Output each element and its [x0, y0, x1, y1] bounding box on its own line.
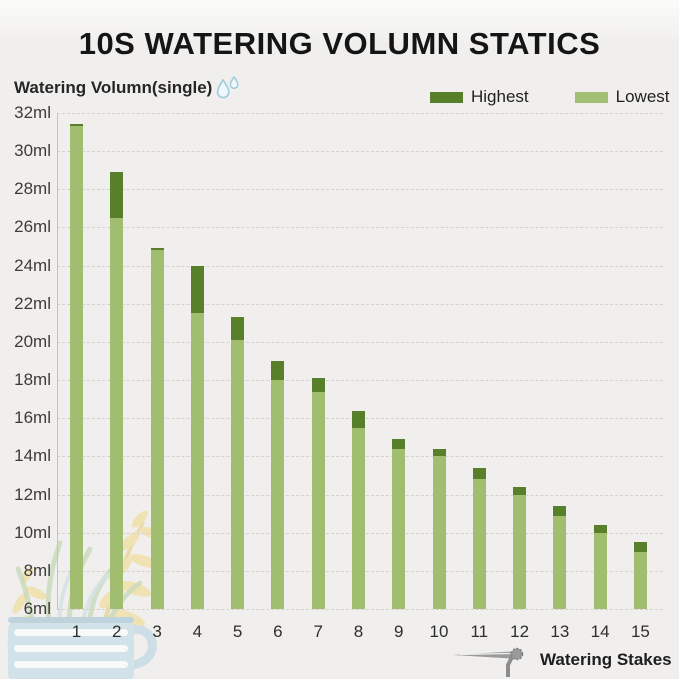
- bar-highest-stake-13: [553, 505, 567, 516]
- x-axis-title-group: Watering Stakes: [452, 641, 672, 679]
- gridline-30ml: [57, 151, 663, 153]
- y-tick-label-24ml: 24ml: [14, 255, 51, 275]
- x-tick-label-9: 9: [394, 622, 404, 641]
- y-tick-label-28ml: 28ml: [14, 179, 51, 199]
- bar-lowest-stake-9: [392, 448, 406, 609]
- bar-lowest-stake-14: [593, 532, 607, 609]
- x-tick-label-12: 12: [510, 622, 530, 641]
- bar-highest-stake-6: [271, 361, 285, 381]
- gridline-24ml: [57, 265, 663, 267]
- legend-swatch-highest: [430, 91, 463, 103]
- bar-lowest-stake-4: [190, 313, 204, 609]
- x-tick-label-5: 5: [232, 622, 243, 641]
- page-title: 10S WATERING VOLUMN STATICS: [78, 26, 601, 61]
- bar-highest-stake-15: [633, 542, 647, 552]
- bar-highest-stake-9: [392, 439, 406, 449]
- gridline-18ml: [57, 380, 663, 382]
- x-tick-label-13: 13: [550, 622, 570, 641]
- legend-item-highest: Highest: [430, 87, 529, 107]
- x-tick-label-10: 10: [429, 622, 449, 641]
- bar-highest-stake-2: [110, 172, 124, 218]
- y-tick-label-26ml: 26ml: [14, 217, 51, 237]
- x-axis-title: Watering Stakes: [540, 650, 672, 669]
- x-tick-label-4: 4: [192, 622, 203, 641]
- y-tick-label-8ml: 8ml: [23, 560, 51, 580]
- bar-lowest-stake-6: [271, 380, 285, 609]
- y-axis-line: [57, 113, 58, 610]
- bar-lowest-stake-10: [432, 456, 446, 609]
- legend-label-lowest: Lowest: [615, 87, 670, 106]
- bar-highest-stake-14: [593, 525, 607, 533]
- y-tick-label-32ml: 32ml: [14, 103, 51, 122]
- bar-lowest-stake-2: [110, 217, 124, 609]
- bar-highest-stake-3: [150, 248, 164, 251]
- bar-highest-stake-1: [70, 124, 83, 127]
- gridline-6ml: [57, 609, 663, 610]
- y-axis-title: Watering Volumn(single): [14, 78, 213, 97]
- bar-highest-stake-8: [351, 410, 365, 428]
- gridline-22ml: [57, 303, 663, 305]
- watering-stake-icon: [453, 647, 524, 677]
- bar-highest-stake-4: [190, 265, 204, 314]
- bar-highest-stake-5: [231, 317, 245, 340]
- bar-highest-stake-12: [513, 486, 527, 495]
- gridline-20ml: [57, 341, 663, 343]
- gridline-32ml: [57, 113, 663, 114]
- x-tick-label-8: 8: [353, 622, 364, 641]
- bar-highest-stake-11: [472, 467, 486, 480]
- legend-item-lowest: Lowest: [574, 87, 670, 107]
- bar-highest-stake-10: [432, 448, 446, 457]
- y-tick-label-6ml: 6ml: [23, 599, 51, 618]
- x-tick-label-14: 14: [590, 622, 610, 641]
- gridline-26ml: [57, 227, 663, 229]
- y-tick-label-18ml: 18ml: [14, 370, 51, 390]
- bar-lowest-stake-15: [633, 551, 647, 609]
- legend: Highest Lowest: [430, 87, 670, 107]
- bar-lowest-stake-12: [513, 494, 527, 609]
- x-tick-label-11: 11: [470, 622, 489, 641]
- y-axis-title-group: Watering Volumn(single): [14, 76, 241, 100]
- x-tick-label-6: 6: [273, 622, 283, 641]
- legend-label-highest: Highest: [471, 87, 529, 106]
- bar-lowest-stake-1: [70, 126, 83, 609]
- x-tick-label-2: 2: [112, 622, 122, 641]
- y-tick-label-16ml: 16ml: [14, 408, 51, 428]
- x-tick-label-1: 1: [71, 622, 82, 641]
- y-tick-label-10ml: 10ml: [14, 522, 51, 542]
- bar-lowest-stake-3: [150, 250, 164, 609]
- legend-swatch-lowest: [574, 91, 608, 103]
- y-tick-label-14ml: 14ml: [14, 446, 51, 466]
- x-tick-label-15: 15: [630, 622, 650, 641]
- y-tick-label-12ml: 12ml: [14, 484, 51, 504]
- bar-lowest-stake-7: [311, 391, 325, 609]
- bar-lowest-stake-11: [472, 479, 486, 609]
- x-tick-label-3: 3: [152, 622, 162, 641]
- bar-lowest-stake-13: [553, 515, 567, 609]
- bar-lowest-stake-8: [351, 427, 365, 609]
- gridline-28ml: [57, 189, 663, 191]
- bar-highest-stake-7: [311, 378, 325, 392]
- water-drops-icon: [217, 76, 239, 99]
- bar-lowest-stake-5: [231, 340, 245, 609]
- y-tick-label-30ml: 30ml: [14, 141, 51, 161]
- cup-icon: [8, 617, 157, 679]
- y-tick-label-22ml: 22ml: [14, 293, 51, 313]
- y-tick-label-20ml: 20ml: [14, 331, 51, 351]
- x-tick-label-7: 7: [313, 622, 323, 641]
